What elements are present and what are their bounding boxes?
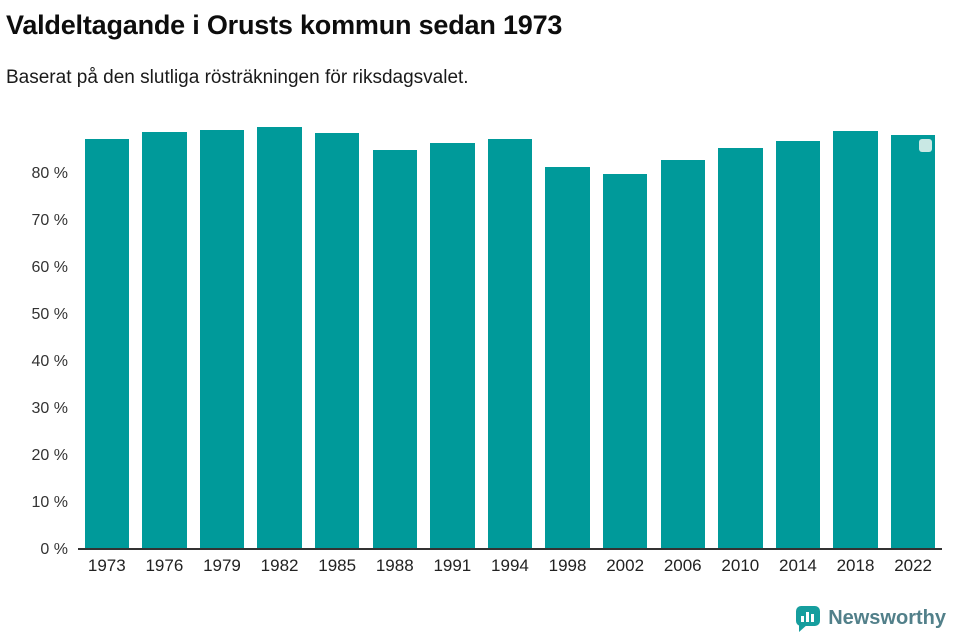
bar-slot-2010	[712, 122, 770, 548]
x-axis: 1973 1976 1979 1982 1985 1988 1991 1994 1998 2002…	[78, 556, 942, 576]
bar-slot-2006	[654, 122, 712, 548]
x-tick-label-2014: 2014	[779, 556, 817, 575]
bar-1985[interactable]	[315, 133, 360, 548]
bar-slot-1998	[539, 122, 597, 548]
plot-area	[78, 122, 942, 550]
bar-slot-2014	[769, 122, 827, 548]
x-tick-label-1973: 1973	[87, 556, 126, 575]
bar-slot-1988	[366, 122, 424, 548]
x-tick-label-2002: 2002	[606, 556, 645, 575]
brand-name: Newsworthy	[828, 607, 946, 629]
x-tick-label-2022: 2022	[894, 556, 933, 575]
y-tick-label-70: 70 %	[31, 211, 68, 229]
bar-1973[interactable]	[84, 139, 129, 548]
bar-slot-1973	[78, 122, 136, 548]
x-tick-label-1998: 1998	[548, 556, 587, 575]
chart-subtitle: Baserat på den slutliga rösträkningen fö…	[6, 67, 469, 88]
x-tick-label-2010: 2010	[721, 556, 760, 575]
bar-slot-2022	[884, 122, 942, 548]
x-tick-label-1976: 1976	[145, 556, 184, 575]
bar-2014[interactable]	[775, 141, 821, 548]
bar-slot-1982	[251, 122, 309, 548]
y-tick-label-0: 0 %	[40, 541, 68, 558]
y-tick-label-60: 60 %	[31, 258, 68, 276]
bar-2022[interactable]	[890, 135, 936, 548]
bar-slot-1991	[424, 122, 482, 548]
x-tick-label-1991: 1991	[433, 556, 472, 575]
bar-slot-2018	[827, 122, 885, 548]
bar-1976[interactable]	[142, 131, 187, 548]
bar-1982[interactable]	[257, 127, 302, 548]
bar-1998[interactable]	[545, 167, 590, 548]
y-tick-label-40: 40 %	[31, 352, 68, 370]
brand-footer[interactable]: Newsworthy	[795, 605, 946, 632]
bar-1991[interactable]	[430, 143, 475, 548]
y-tick-label-50: 50 %	[31, 305, 68, 323]
bar-slot-1979	[193, 122, 251, 548]
bar-slot-1994	[481, 122, 539, 548]
x-tick-label-1982: 1982	[260, 556, 299, 575]
y-tick-label-10: 10 %	[31, 493, 68, 511]
bar-2006[interactable]	[660, 159, 705, 548]
bar-slot-1976	[136, 122, 194, 548]
y-tick-label-20: 20 %	[31, 446, 68, 464]
x-tick-label-1988: 1988	[375, 556, 414, 575]
page-title: Valdeltagande i Orusts kommun sedan 1973	[6, 10, 563, 40]
bar-1988[interactable]	[372, 150, 417, 548]
x-tick-label-2018: 2018	[836, 556, 875, 575]
x-tick-label-1985: 1985	[318, 556, 357, 575]
bar-2018[interactable]	[833, 131, 878, 548]
bar-2002[interactable]	[602, 173, 648, 548]
x-tick-label-1994: 1994	[491, 556, 529, 575]
x-tick-label-1979: 1979	[203, 556, 241, 575]
y-axis: 0 % 10 % 20 % 30 % 40 % 50 % 60 % 70 % 80 %	[0, 122, 68, 558]
x-tick-label-2006: 2006	[663, 556, 702, 575]
highlight-marker	[919, 139, 933, 153]
bar-slot-1985	[308, 122, 366, 548]
newsworthy-logo-icon	[795, 605, 821, 632]
y-tick-label-30: 30 %	[31, 399, 68, 417]
bar-2010[interactable]	[718, 148, 763, 548]
bar-1994[interactable]	[487, 139, 533, 548]
bar-chart: 0 % 10 % 20 % 30 % 40 % 50 % 60 % 70 % 80 % 1973…	[0, 122, 960, 592]
y-tick-label-80: 80 %	[31, 164, 68, 182]
bar-1979[interactable]	[199, 129, 245, 548]
bar-slot-2002	[596, 122, 654, 548]
